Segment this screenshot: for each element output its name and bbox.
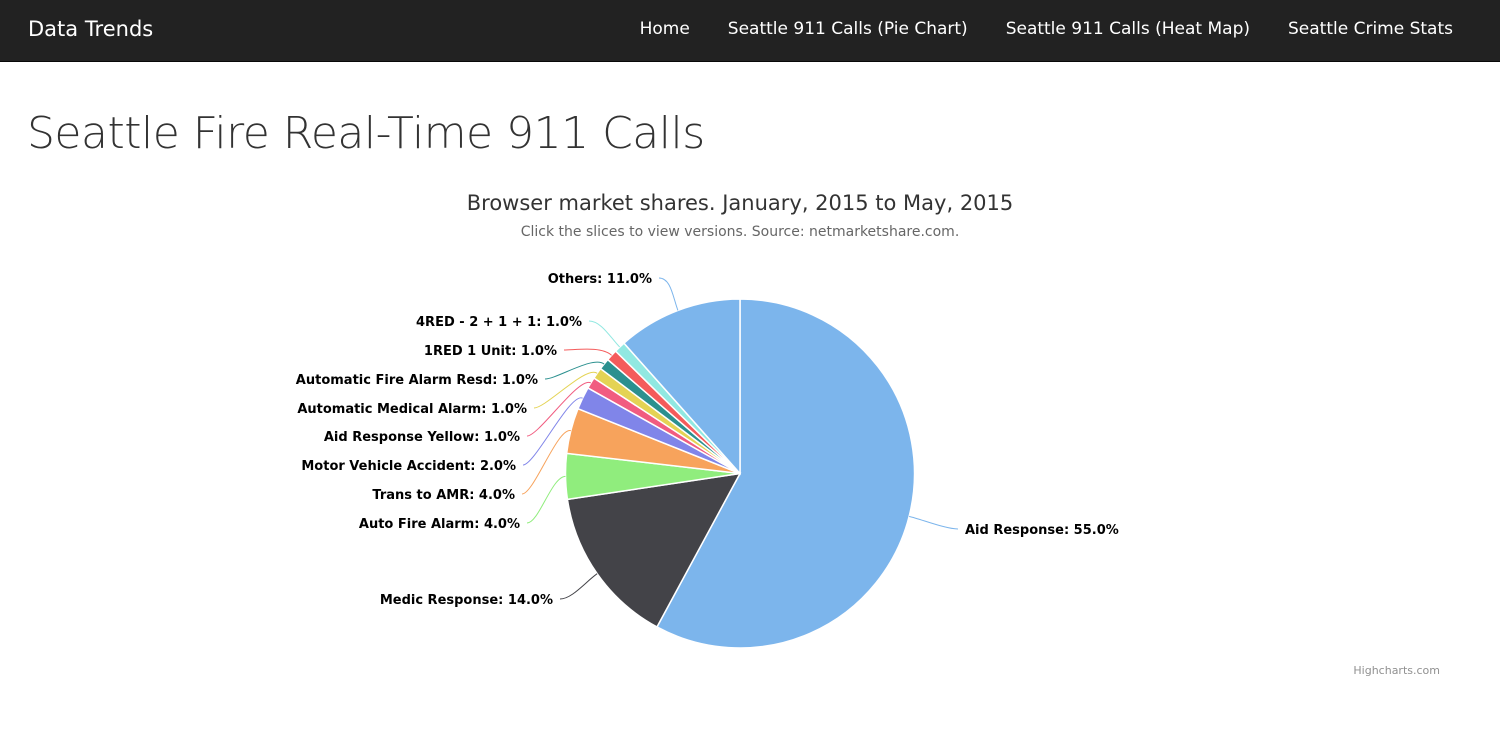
data-labels: Aid Response: 55.0% Medic Response: 14.0%… [296,272,1119,608]
label-connector [526,475,566,524]
label-connectors [521,277,959,600]
nav-menu: Home Seattle 911 Calls (Pie Chart) Seatt… [640,0,1453,58]
label-connector [559,573,598,600]
data-label: Aid Response: 55.0% [965,523,1119,538]
navbar: Data Trends Home Seattle 911 Calls (Pie … [0,0,1500,62]
data-label: Auto Fire Alarm: 4.0% [359,517,520,532]
pie-slices [564,298,916,649]
chart-title: Browser market shares. January, 2015 to … [467,191,1014,215]
nav-link-pie-chart[interactable]: Seattle 911 Calls (Pie Chart) [727,19,968,39]
label-connector [522,397,583,466]
label-connector [533,371,598,409]
data-label: Automatic Fire Alarm Resd: 1.0% [296,373,538,388]
data-label: Aid Response Yellow: 1.0% [324,430,520,445]
data-label: Automatic Medical Alarm: 1.0% [297,402,527,417]
pie-slice-others[interactable] [622,298,741,476]
label-connector [521,430,571,495]
brand-link[interactable]: Data Trends [28,17,154,41]
nav-link-heat-map[interactable]: Seattle 911 Calls (Heat Map) [1005,19,1250,39]
pie-slice-medic-response[interactable] [566,472,742,628]
data-label: Trans to AMR: 4.0% [372,488,515,503]
label-connector [526,382,592,437]
data-label: Others: 11.0% [548,272,652,287]
page-title: Seattle Fire Real-Time 911 Calls [27,108,705,159]
label-connector [909,515,959,530]
nav-link-home[interactable]: Home [639,19,690,39]
label-connector [588,320,621,348]
credits-link[interactable]: Highcharts.com [1353,664,1440,677]
data-label: 4RED - 2 + 1 + 1: 1.0% [416,315,582,330]
chart-subtitle: Click the slices to view versions. Sourc… [521,224,960,240]
label-connector [544,361,605,380]
data-label: 1RED 1 Unit: 1.0% [424,344,557,359]
data-label: Motor Vehicle Accident: 2.0% [301,459,516,474]
label-connector [563,348,612,356]
label-connector [658,277,679,311]
nav-link-crime-stats[interactable]: Seattle Crime Stats [1288,19,1453,39]
data-label: Medic Response: 14.0% [380,593,553,608]
